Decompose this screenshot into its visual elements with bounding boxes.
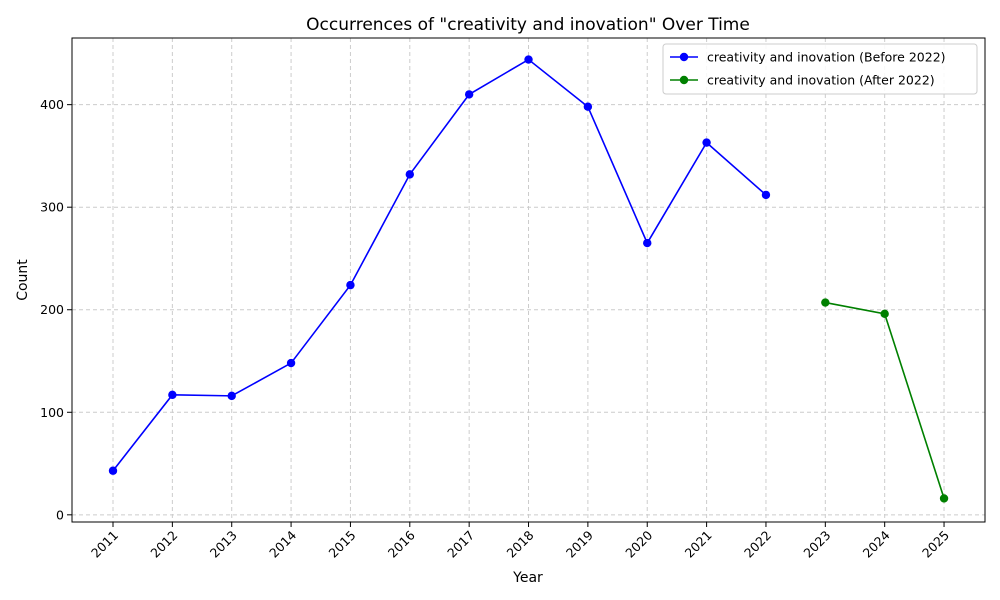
legend-marker — [679, 75, 689, 85]
tick-layer: 2011 2012 2013 2014 2015 2016 2017 2018 2019 2020… — [40, 97, 952, 560]
legend-item: creativity and inovation (Before 2022) — [670, 50, 946, 65]
x-tick-label: 2025 — [919, 528, 952, 561]
data-point — [524, 55, 533, 64]
grid-layer — [72, 38, 985, 522]
data-point — [464, 90, 474, 99]
legend-label: creativity and inovation (Before 2022) — [707, 50, 946, 65]
x-tick-label: 2020 — [622, 527, 655, 560]
y-tick-label: 100 — [40, 405, 64, 420]
x-tick-label: 2013 — [207, 528, 240, 561]
x-tick-label: 2019 — [563, 527, 596, 560]
x-tick-label: 2021 — [682, 528, 715, 561]
x-tick-label: 2016 — [385, 527, 418, 560]
data-point — [583, 102, 593, 111]
data-point — [643, 238, 652, 248]
x-tick-label: 2023 — [800, 528, 833, 561]
x-tick-label: 2018 — [504, 527, 537, 560]
legend-marker — [679, 52, 689, 62]
data-point — [702, 138, 711, 147]
data-point — [939, 494, 949, 503]
x-tick-label: 2022 — [741, 528, 774, 561]
y-tick-label: 0 — [56, 507, 64, 522]
x-tick-label: 2024 — [860, 527, 893, 560]
y-tick-label: 300 — [40, 200, 64, 215]
legend-box — [662, 43, 978, 95]
data-point — [286, 358, 296, 368]
x-axis-label: Year — [512, 570, 543, 586]
legend-label: creativity and inovation (After 2022) — [707, 73, 935, 88]
plot-frame — [71, 37, 986, 523]
legend-item: creativity and inovation (After 2022) — [670, 73, 935, 88]
data-point — [108, 466, 118, 475]
x-tick-label: 2014 — [266, 527, 299, 560]
series-line — [825, 301, 945, 499]
x-tick-label: 2017 — [444, 528, 477, 561]
data-point — [880, 309, 889, 319]
legend: creativity and inovation (Before 2022) cr… — [662, 43, 978, 95]
series-layer — [108, 55, 949, 503]
data-point — [168, 390, 177, 400]
y-tick-label: 400 — [40, 97, 64, 112]
y-axis-label: Count — [15, 259, 31, 301]
data-point — [227, 391, 236, 401]
y-tick-label: 200 — [40, 302, 64, 317]
data-point — [821, 298, 830, 307]
x-tick-label: 2012 — [147, 528, 180, 561]
series-line — [112, 58, 767, 472]
data-point — [346, 280, 355, 290]
chart-title: Occurrences of "creativity and inovation… — [306, 15, 750, 35]
x-tick-label: 2015 — [325, 528, 358, 561]
x-tick-label: 2011 — [88, 528, 121, 561]
data-point — [405, 170, 414, 179]
series-1 — [108, 55, 771, 475]
data-point — [761, 190, 771, 200]
series-2 — [821, 298, 949, 503]
